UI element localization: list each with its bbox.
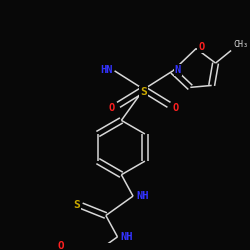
Text: CH₃: CH₃ (233, 40, 248, 48)
Text: HN: HN (100, 65, 113, 75)
Text: O: O (173, 103, 179, 113)
Text: S: S (73, 200, 80, 210)
Text: NH: NH (136, 191, 148, 201)
Text: NH: NH (120, 232, 133, 242)
Text: S: S (140, 87, 147, 97)
Text: N: N (175, 65, 181, 75)
Text: O: O (108, 103, 114, 113)
Text: O: O (198, 42, 204, 51)
Text: O: O (57, 240, 64, 250)
